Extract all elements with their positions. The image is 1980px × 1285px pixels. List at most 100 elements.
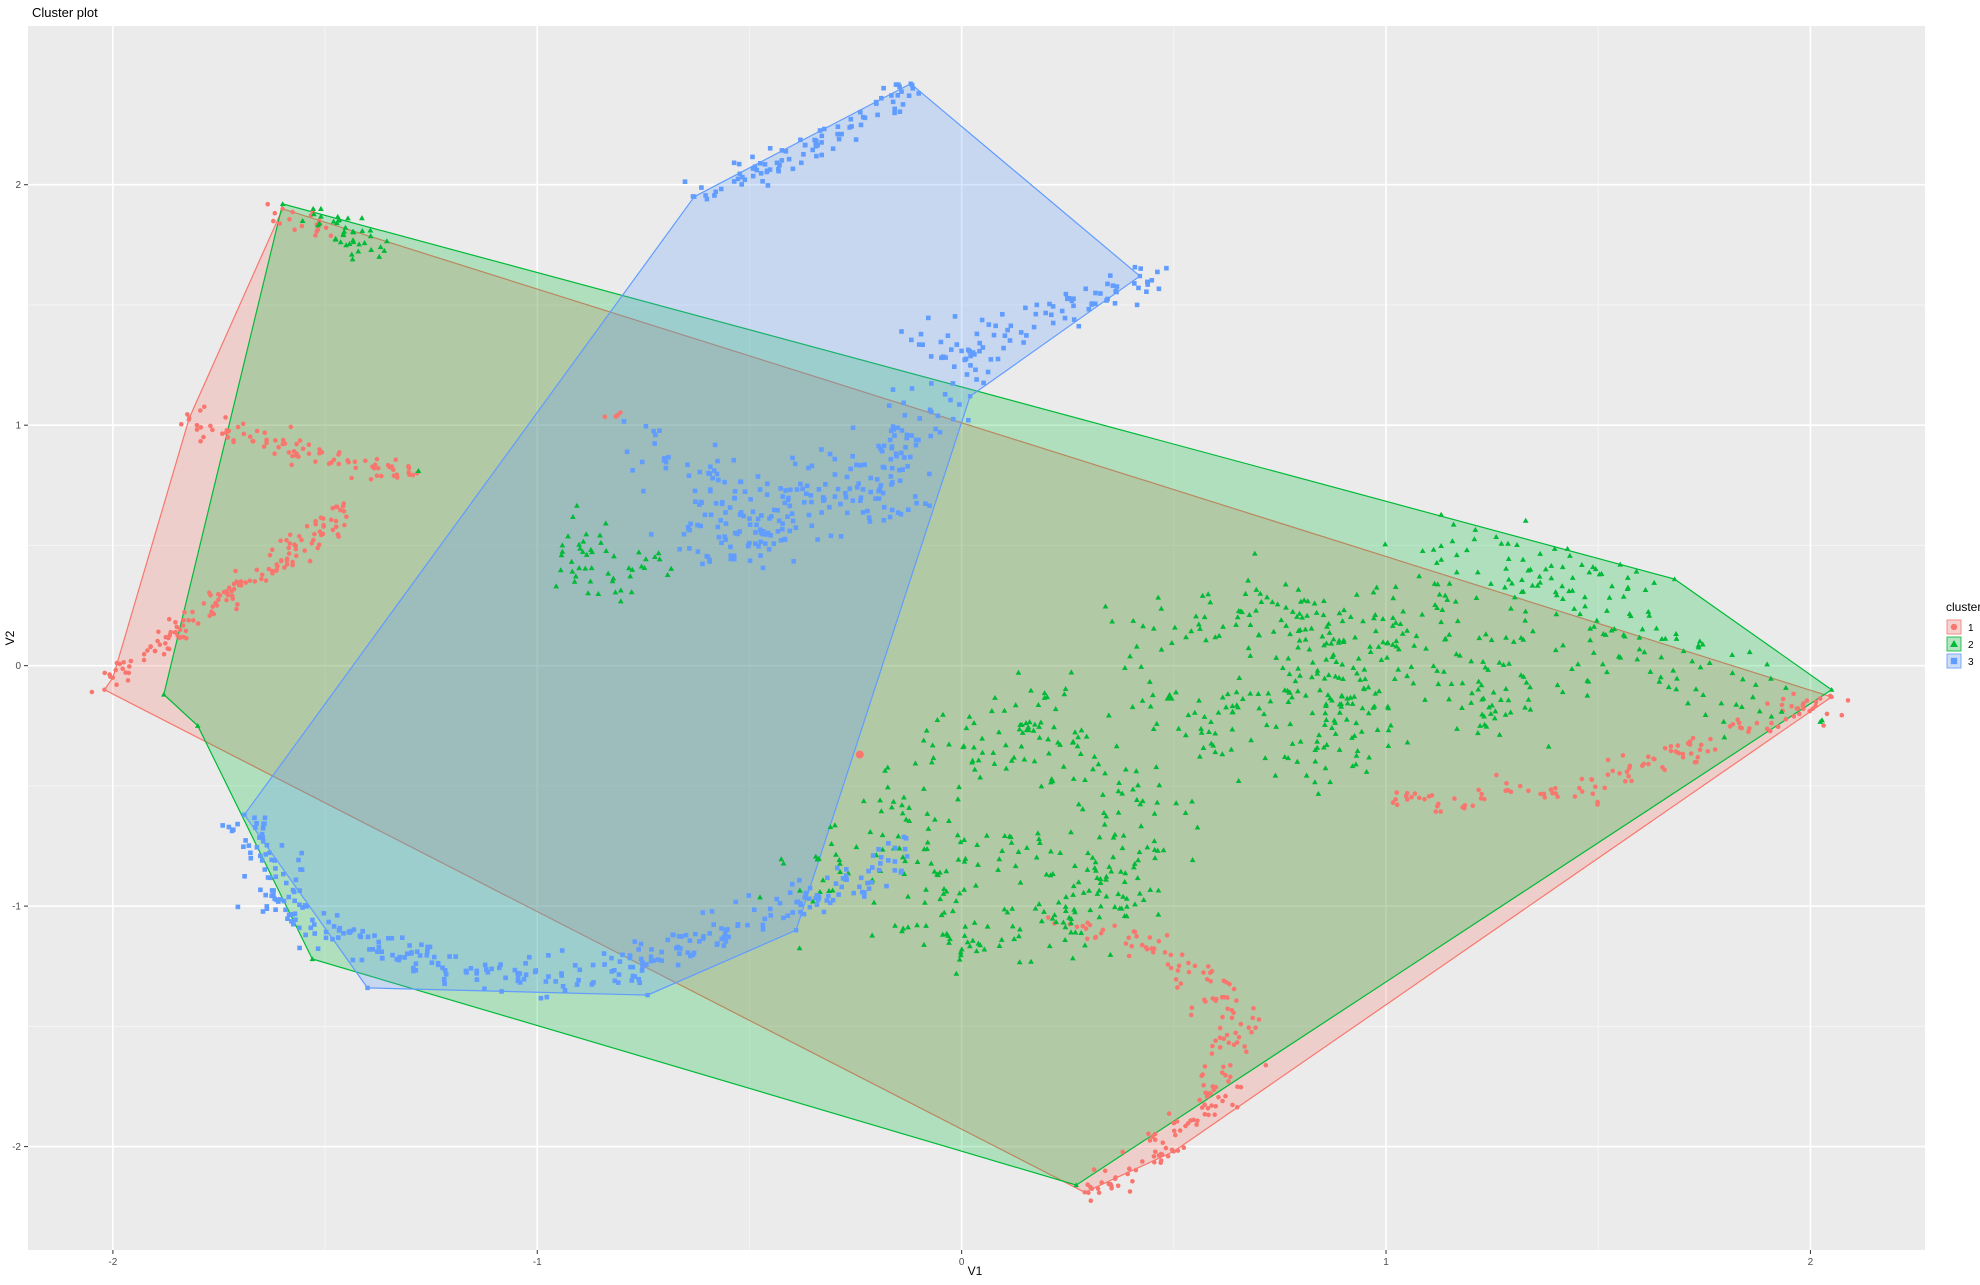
point-cluster-2 <box>1312 758 1319 764</box>
point-cluster-3 <box>688 953 693 959</box>
point-cluster-1 <box>1220 1070 1225 1075</box>
point-cluster-1 <box>1801 706 1806 712</box>
point-cluster-2 <box>1553 592 1560 598</box>
point-cluster-2 <box>924 810 931 816</box>
hull-vertex-cluster-1 <box>1082 1190 1087 1195</box>
point-cluster-1 <box>308 213 314 218</box>
point-cluster-3 <box>300 905 305 910</box>
point-cluster-2 <box>1483 631 1489 637</box>
point-cluster-2 <box>1578 561 1585 567</box>
point-cluster-1 <box>1433 809 1439 814</box>
point-cluster-2 <box>1136 849 1143 855</box>
point-cluster-2 <box>1224 691 1231 697</box>
point-cluster-3 <box>901 400 906 406</box>
point-cluster-2 <box>828 840 835 846</box>
point-cluster-3 <box>795 899 801 905</box>
point-cluster-2 <box>1075 801 1082 807</box>
point-cluster-2 <box>1147 703 1154 709</box>
point-cluster-3 <box>337 925 343 931</box>
point-cluster-3 <box>697 939 702 944</box>
point-cluster-1 <box>1102 1168 1108 1174</box>
point-cluster-2 <box>1016 726 1023 732</box>
point-cluster-2 <box>1606 594 1613 600</box>
point-cluster-1 <box>1605 772 1611 777</box>
point-cluster-3 <box>758 161 763 166</box>
point-cluster-2 <box>940 711 946 717</box>
point-cluster-3 <box>802 895 808 900</box>
point-cluster-1 <box>1171 1120 1177 1126</box>
point-cluster-2 <box>1473 594 1480 601</box>
point-cluster-1 <box>1199 1073 1204 1078</box>
point-cluster-3 <box>527 954 532 960</box>
point-cluster-2 <box>1329 653 1336 660</box>
point-cluster-1 <box>1577 785 1582 791</box>
point-cluster-2 <box>820 877 826 883</box>
point-cluster-3 <box>259 858 265 863</box>
point-cluster-1 <box>1629 778 1634 784</box>
point-cluster-2 <box>1729 651 1736 658</box>
point-cluster-1 <box>114 682 119 687</box>
point-cluster-3 <box>1145 279 1150 285</box>
point-cluster-3 <box>716 534 722 540</box>
point-cluster-3 <box>866 886 872 891</box>
point-cluster-1 <box>321 516 326 521</box>
point-cluster-3 <box>576 977 581 983</box>
point-cluster-1 <box>185 412 190 417</box>
point-cluster-2 <box>330 218 337 224</box>
point-cluster-2 <box>1501 584 1508 590</box>
point-cluster-3 <box>807 896 812 901</box>
point-cluster-3 <box>665 937 671 943</box>
point-cluster-2 <box>1325 692 1331 698</box>
point-cluster-2 <box>1746 649 1753 655</box>
point-cluster-2 <box>1196 697 1202 703</box>
point-cluster-2 <box>1012 702 1019 708</box>
point-cluster-3 <box>1023 305 1028 311</box>
hull-vertex-cluster-1 <box>102 687 107 692</box>
point-cluster-2 <box>1021 756 1028 762</box>
point-cluster-3 <box>653 432 658 438</box>
point-cluster-3 <box>220 823 225 828</box>
point-cluster-1 <box>264 437 269 443</box>
point-cluster-2 <box>1274 601 1281 607</box>
point-cluster-3 <box>260 909 266 914</box>
point-cluster-1 <box>333 524 339 530</box>
point-cluster-2 <box>1052 706 1059 712</box>
point-cluster-3 <box>731 160 737 166</box>
point-cluster-1 <box>1662 745 1668 751</box>
point-cluster-2 <box>1208 740 1215 746</box>
point-cluster-3 <box>858 122 864 128</box>
point-cluster-3 <box>860 510 866 515</box>
point-cluster-3 <box>674 945 679 951</box>
point-cluster-2 <box>940 890 947 896</box>
point-cluster-1 <box>1221 994 1227 1000</box>
point-cluster-2 <box>1304 612 1310 618</box>
point-cluster-3 <box>878 861 883 866</box>
point-cluster-3 <box>779 158 785 163</box>
point-cluster-3 <box>714 471 720 477</box>
hull-cluster-1 <box>103 208 1833 1193</box>
point-cluster-1 <box>278 538 283 543</box>
point-cluster-3 <box>804 491 809 497</box>
centroid-cluster-1 <box>855 750 864 759</box>
point-cluster-2 <box>1026 719 1033 725</box>
point-cluster-3 <box>1156 286 1162 292</box>
point-cluster-3 <box>790 455 795 461</box>
point-cluster-2 <box>1344 700 1351 706</box>
point-cluster-2 <box>1212 634 1219 640</box>
point-cluster-3 <box>888 474 894 479</box>
point-cluster-2 <box>937 869 943 875</box>
point-cluster-2 <box>757 894 763 900</box>
point-cluster-2 <box>1551 545 1558 551</box>
point-cluster-2 <box>1017 879 1024 885</box>
point-cluster-3 <box>682 179 688 184</box>
point-cluster-2 <box>1111 904 1118 910</box>
point-cluster-3 <box>797 877 802 883</box>
point-cluster-1 <box>1593 784 1598 790</box>
point-cluster-3 <box>964 372 970 377</box>
point-cluster-1 <box>1827 693 1833 699</box>
point-cluster-2 <box>1235 777 1242 783</box>
point-cluster-2 <box>1317 687 1323 693</box>
point-cluster-1 <box>1505 787 1511 793</box>
point-cluster-3 <box>296 857 301 863</box>
point-cluster-3 <box>742 177 748 182</box>
